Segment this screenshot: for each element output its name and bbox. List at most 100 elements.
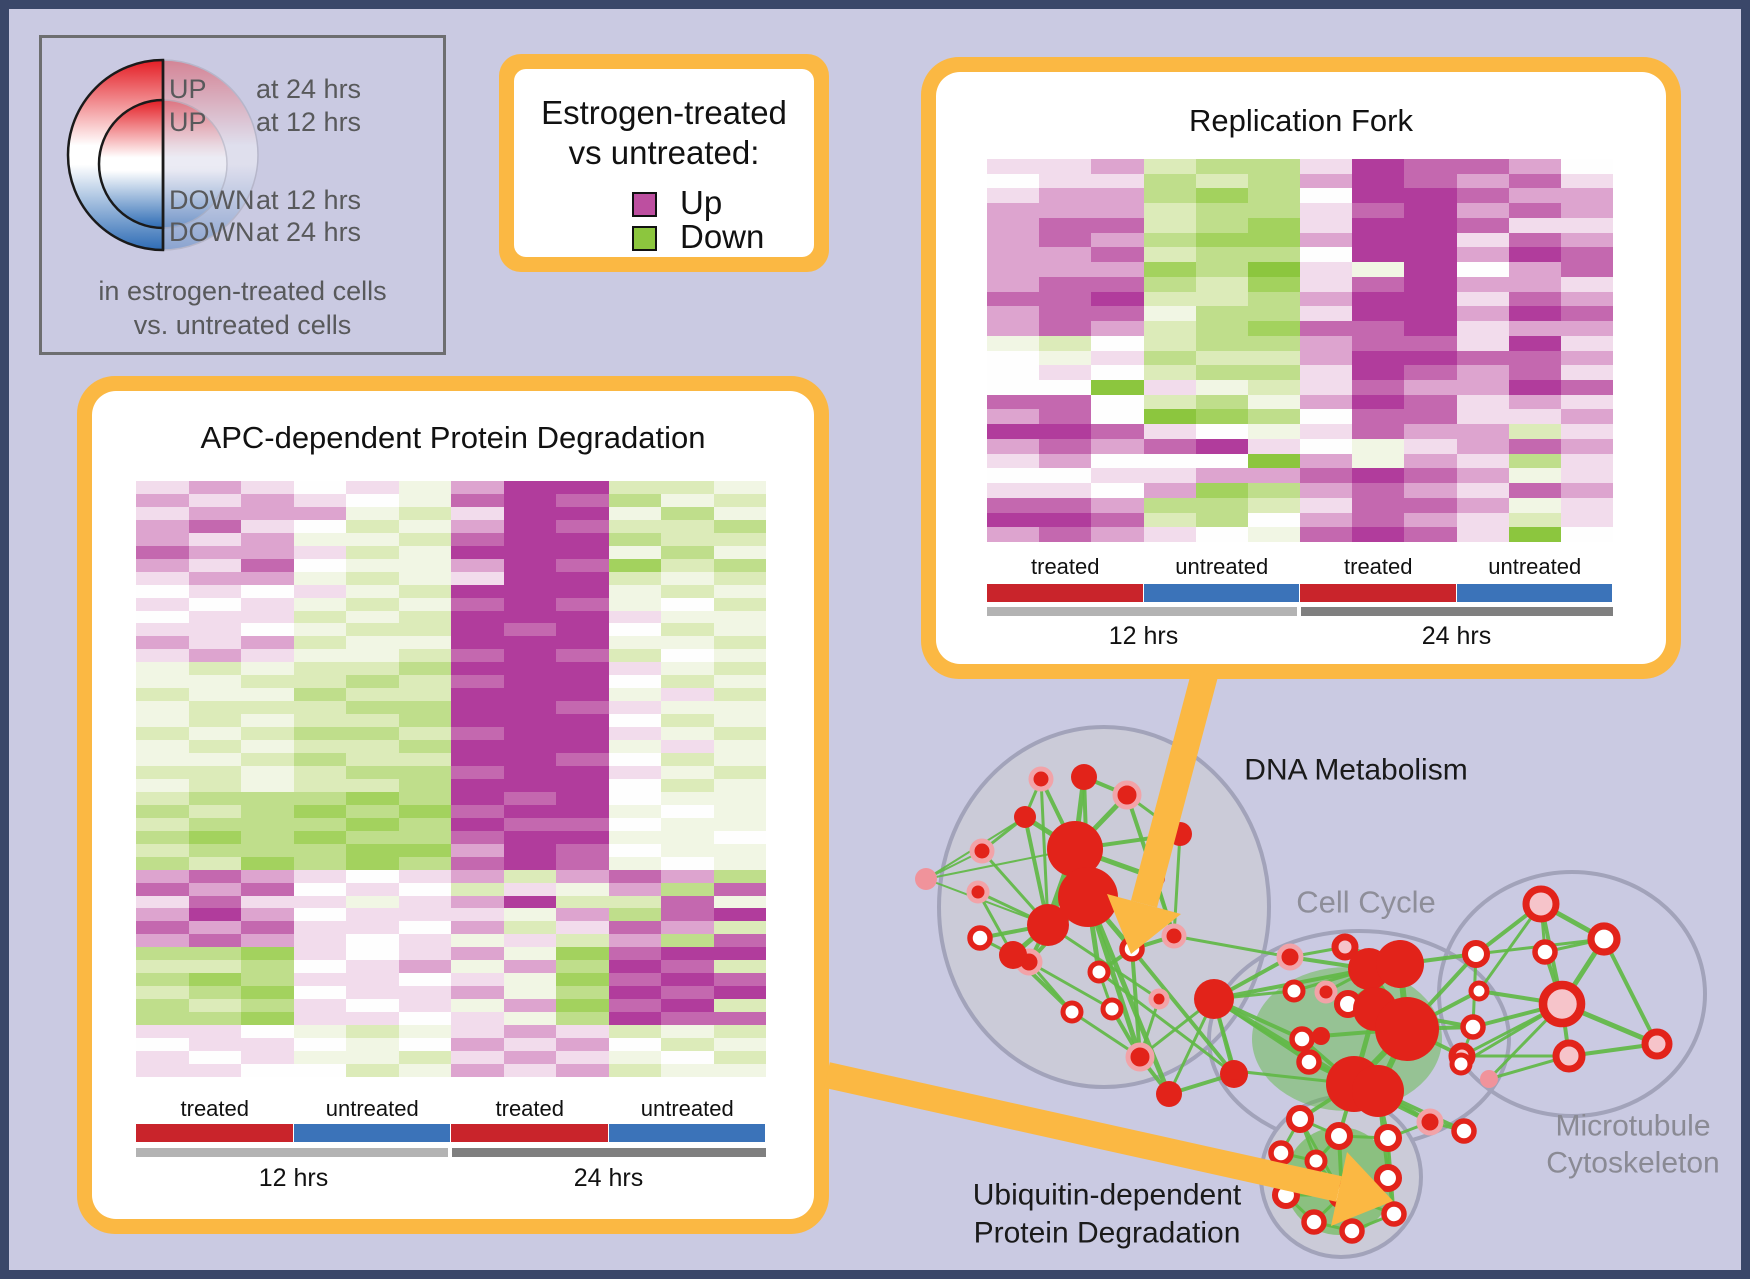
heatmap-cell <box>188 740 241 754</box>
heatmap-cell <box>713 649 766 663</box>
heatmap-cell <box>1195 424 1248 439</box>
network-node-ring <box>1587 922 1621 956</box>
heatmap-cell <box>188 519 241 533</box>
heatmap-cell <box>346 817 399 831</box>
heatmap-cell <box>556 481 609 494</box>
heatmap-cell <box>1300 380 1353 395</box>
network-label: Ubiquitin-dependent <box>973 1179 1242 1212</box>
heatmap-cell <box>1560 291 1614 307</box>
heatmap-cell <box>661 908 714 922</box>
heatmap-cell <box>241 662 294 676</box>
heatmap-cell <box>451 1012 504 1026</box>
heatmap-cell <box>1300 350 1353 366</box>
heatmap-cell <box>1404 306 1457 322</box>
heatmap-cell <box>608 843 661 857</box>
heatmap-cell <box>1091 438 1144 454</box>
heatmap-cell <box>293 843 346 857</box>
heatmap-cell <box>608 882 661 896</box>
heatmap-cell <box>1508 159 1561 174</box>
heatmap-cell <box>451 1050 504 1064</box>
heatmap-cell <box>1091 321 1144 336</box>
heatmap-cell <box>398 545 451 559</box>
heatmap-cell <box>398 934 451 948</box>
heatmap-cell <box>608 675 661 689</box>
key-caption-line2: vs. untreated cells <box>133 310 352 340</box>
heatmap-cell <box>1195 350 1248 366</box>
network-node-solid <box>1156 1081 1182 1107</box>
heatmap-cell <box>241 714 294 728</box>
heatmap-cell <box>398 830 451 844</box>
heatmap-cell <box>451 623 504 637</box>
heatmap-cell <box>503 662 556 676</box>
heatmap-cell <box>293 610 346 624</box>
heatmap-cell <box>188 986 241 1000</box>
heatmap-cell <box>241 740 294 754</box>
network-node-ring <box>1339 1218 1365 1244</box>
heatmap-cell <box>293 856 346 870</box>
heatmap-cell <box>188 727 241 741</box>
heatmap-cell <box>1404 453 1457 469</box>
heatmap-cell <box>293 1012 346 1026</box>
heatmap-cell <box>556 843 609 857</box>
network-node-solid <box>1352 1065 1404 1117</box>
heatmap-cell <box>346 934 399 948</box>
network-edge <box>1097 970 1236 1076</box>
heatmap-cell <box>661 688 714 702</box>
heatmap-cell <box>608 649 661 663</box>
heatmap-cell <box>398 869 451 883</box>
heatmap-cell <box>1456 217 1509 233</box>
group-label: untreated <box>1488 554 1582 579</box>
heatmap-row <box>136 701 766 715</box>
group-label: treated <box>1344 554 1413 579</box>
heatmap-cell <box>241 960 294 974</box>
heatmap-cell <box>346 882 399 896</box>
network-label: Cytoskeleton <box>1546 1147 1719 1180</box>
heatmap-row <box>987 365 1614 381</box>
heatmap-cell <box>987 173 1040 189</box>
heatmap-cell <box>293 701 346 715</box>
heatmap-cell <box>136 843 189 857</box>
network-edge <box>925 878 1049 926</box>
heatmap-cell <box>1143 409 1196 425</box>
heatmap-row <box>136 675 766 689</box>
heatmap-cell <box>188 701 241 715</box>
heatmap-cell <box>1352 247 1405 263</box>
heatmap-cell <box>661 571 714 585</box>
heatmap-cell <box>713 1012 766 1026</box>
heatmap-row <box>136 532 766 546</box>
heatmap-cell <box>556 934 609 948</box>
heatmap-cell <box>1456 247 1509 263</box>
heatmap-cell <box>346 765 399 779</box>
heatmap-cell <box>1352 262 1405 277</box>
heatmap-cell <box>1091 247 1144 263</box>
heatmap-cell <box>713 675 766 689</box>
network-node-halo <box>1125 1042 1155 1072</box>
heatmap-cell <box>661 493 714 507</box>
heatmap-cell <box>608 610 661 624</box>
heatmap-row <box>136 753 766 766</box>
heatmap-cell <box>1560 424 1614 439</box>
down-swatch-icon <box>632 226 657 251</box>
heatmap-cell <box>346 921 399 935</box>
heatmap-cell <box>1091 483 1144 498</box>
replication-fork-panel: Replication Fork treated untreated treated… <box>921 57 1681 679</box>
heatmap-cell <box>987 527 1040 543</box>
heatmap-cell <box>346 519 399 533</box>
heatmap-cell <box>346 830 399 844</box>
heatmap-cell <box>188 571 241 585</box>
heatmap-cell <box>346 1063 399 1077</box>
network-node-ring <box>1282 979 1306 1003</box>
heatmap-cell <box>1508 512 1561 528</box>
heatmap-cell <box>136 895 189 909</box>
heatmap-cell <box>1039 247 1092 263</box>
network-node-ring <box>1060 1000 1084 1024</box>
heatmap-cell <box>713 882 766 896</box>
heatmap-cell <box>346 558 399 572</box>
heatmap-cell <box>1143 453 1196 469</box>
heatmap-cell <box>1143 512 1196 528</box>
heatmap-row <box>136 714 766 728</box>
heatmap-cell <box>1039 527 1092 543</box>
heatmap-cell <box>1091 468 1144 484</box>
heatmap-cell <box>1456 173 1509 189</box>
heatmap-cell <box>188 1050 241 1064</box>
